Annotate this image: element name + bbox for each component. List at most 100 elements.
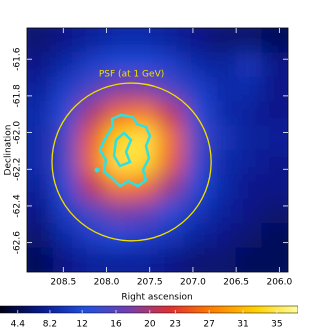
heat-cell bbox=[131, 76, 159, 103]
y-tick-label: -61.8 bbox=[13, 84, 23, 108]
heat-cell bbox=[209, 223, 237, 249]
y-tick-label: -62.4 bbox=[13, 194, 23, 218]
x-tick-label: 208.5 bbox=[50, 278, 76, 288]
heat-cell bbox=[79, 101, 107, 127]
heat-cell bbox=[157, 28, 185, 54]
colorbar-tick-label: 8.2 bbox=[43, 320, 57, 330]
heat-cell bbox=[209, 198, 237, 225]
colorbar bbox=[0, 305, 299, 314]
heat-cell bbox=[157, 125, 185, 151]
heat-cell bbox=[235, 223, 263, 249]
heat-cell bbox=[105, 198, 133, 225]
colorbar-tick-label: 16 bbox=[110, 320, 122, 330]
heat-cell bbox=[105, 174, 133, 200]
heat-cell bbox=[53, 76, 81, 103]
heat-cell bbox=[131, 52, 159, 78]
heat-cell bbox=[105, 247, 133, 272]
heat-cell bbox=[79, 247, 107, 272]
heat-cell bbox=[261, 247, 288, 272]
heat-cell bbox=[53, 28, 81, 54]
heat-cell bbox=[79, 223, 107, 249]
y-tick-label: -62.2 bbox=[13, 158, 23, 181]
heat-cell bbox=[209, 174, 237, 200]
heat-cell bbox=[79, 52, 107, 78]
x-tick-label: 206.5 bbox=[223, 278, 249, 288]
heat-cell bbox=[131, 150, 159, 176]
heat-cell bbox=[53, 150, 81, 176]
colorbar-tick-label: 23 bbox=[170, 320, 181, 330]
heat-cell bbox=[131, 223, 159, 249]
colorbar-tick-label: 12 bbox=[76, 320, 87, 330]
heat-cell bbox=[27, 76, 55, 103]
heat-cell bbox=[235, 247, 263, 272]
heat-cell bbox=[183, 52, 211, 78]
heat-cell bbox=[157, 150, 185, 176]
heat-cell bbox=[157, 52, 185, 78]
heat-cell bbox=[183, 28, 211, 54]
chart: Right ascension Declination PSF (at 1 Ge… bbox=[0, 27, 299, 330]
heat-cell bbox=[131, 28, 159, 54]
colorbar-tick-label: 35 bbox=[271, 320, 282, 330]
heat-cell bbox=[261, 150, 288, 176]
heat-cell bbox=[53, 198, 81, 225]
heat-cell bbox=[235, 101, 263, 127]
heat-cell bbox=[235, 198, 263, 225]
heat-cell bbox=[53, 247, 81, 272]
heat-cell bbox=[209, 101, 237, 127]
heat-cell bbox=[235, 52, 263, 78]
heat-cell bbox=[261, 52, 288, 78]
heat-cell bbox=[53, 125, 81, 151]
y-tick-label: -62.0 bbox=[13, 121, 23, 145]
heat-cell bbox=[183, 101, 211, 127]
heat-cell bbox=[27, 101, 55, 127]
heat-cell bbox=[209, 28, 237, 54]
heat-cell bbox=[131, 198, 159, 225]
heat-cell bbox=[261, 76, 288, 103]
y-tick-label: -61.6 bbox=[13, 47, 23, 71]
heat-cell bbox=[183, 223, 211, 249]
heat-cell bbox=[27, 28, 55, 54]
heat-cell bbox=[105, 223, 133, 249]
heat-cell bbox=[105, 28, 133, 54]
heat-cell bbox=[79, 76, 107, 103]
heat-cell bbox=[261, 223, 288, 249]
heat-cell bbox=[105, 52, 133, 78]
heat-cell bbox=[79, 174, 107, 200]
heat-cell bbox=[131, 125, 159, 151]
heat-cell bbox=[27, 125, 55, 151]
x-tick-label: 207.0 bbox=[180, 278, 206, 288]
heat-cell bbox=[209, 247, 237, 272]
heat-cell bbox=[157, 223, 185, 249]
heat-cell bbox=[183, 76, 211, 103]
heat-cell bbox=[183, 198, 211, 225]
heat-cell bbox=[235, 125, 263, 151]
x-tick-label: 207.5 bbox=[137, 278, 163, 288]
heat-cell bbox=[235, 28, 263, 54]
heat-cell bbox=[157, 101, 185, 127]
plot-frame bbox=[26, 27, 289, 273]
colorbar-tick-label: 27 bbox=[203, 320, 214, 330]
heat-cell bbox=[209, 150, 237, 176]
heat-cell bbox=[157, 174, 185, 200]
heat-cell bbox=[27, 174, 55, 200]
contour bbox=[98, 113, 152, 188]
heat-cell bbox=[53, 174, 81, 200]
heat-cell bbox=[53, 223, 81, 249]
heat-cell bbox=[235, 174, 263, 200]
heat-cell bbox=[157, 247, 185, 272]
heat-cell bbox=[261, 101, 288, 127]
colorbar-tick-label: 31 bbox=[237, 320, 248, 330]
heat-cell bbox=[79, 198, 107, 225]
heat-cell bbox=[209, 76, 237, 103]
heat-cell bbox=[261, 198, 288, 225]
heat-cell bbox=[105, 101, 133, 127]
annotation-label: PSF (at 1 GeV) bbox=[99, 70, 164, 80]
psf-circle bbox=[51, 82, 212, 242]
x-axis-label: Right ascension bbox=[121, 293, 192, 303]
y-axis-label: Declination bbox=[4, 125, 14, 176]
heat-cell bbox=[27, 223, 55, 249]
x-tick-label: 208.0 bbox=[94, 278, 120, 288]
heat-cell bbox=[183, 174, 211, 200]
heat-cell bbox=[27, 247, 55, 272]
heat-cell bbox=[53, 52, 81, 78]
